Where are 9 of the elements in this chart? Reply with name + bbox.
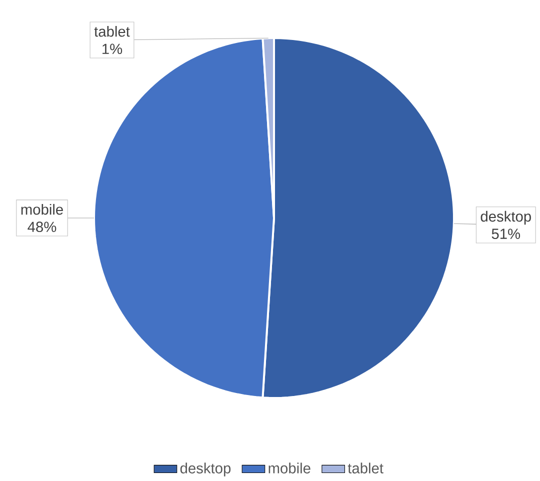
data-label: 51% (492, 228, 520, 240)
data-label: 1% (102, 44, 122, 54)
slice-label: mobile (21, 204, 63, 215)
data-label: 48% (28, 222, 56, 232)
slice-label: desktop (480, 211, 531, 225)
legend-label: desktop (180, 462, 231, 477)
legend-label: tablet (348, 462, 384, 474)
legend-label: mobile (268, 462, 310, 474)
slice-label: tablet (94, 26, 130, 37)
